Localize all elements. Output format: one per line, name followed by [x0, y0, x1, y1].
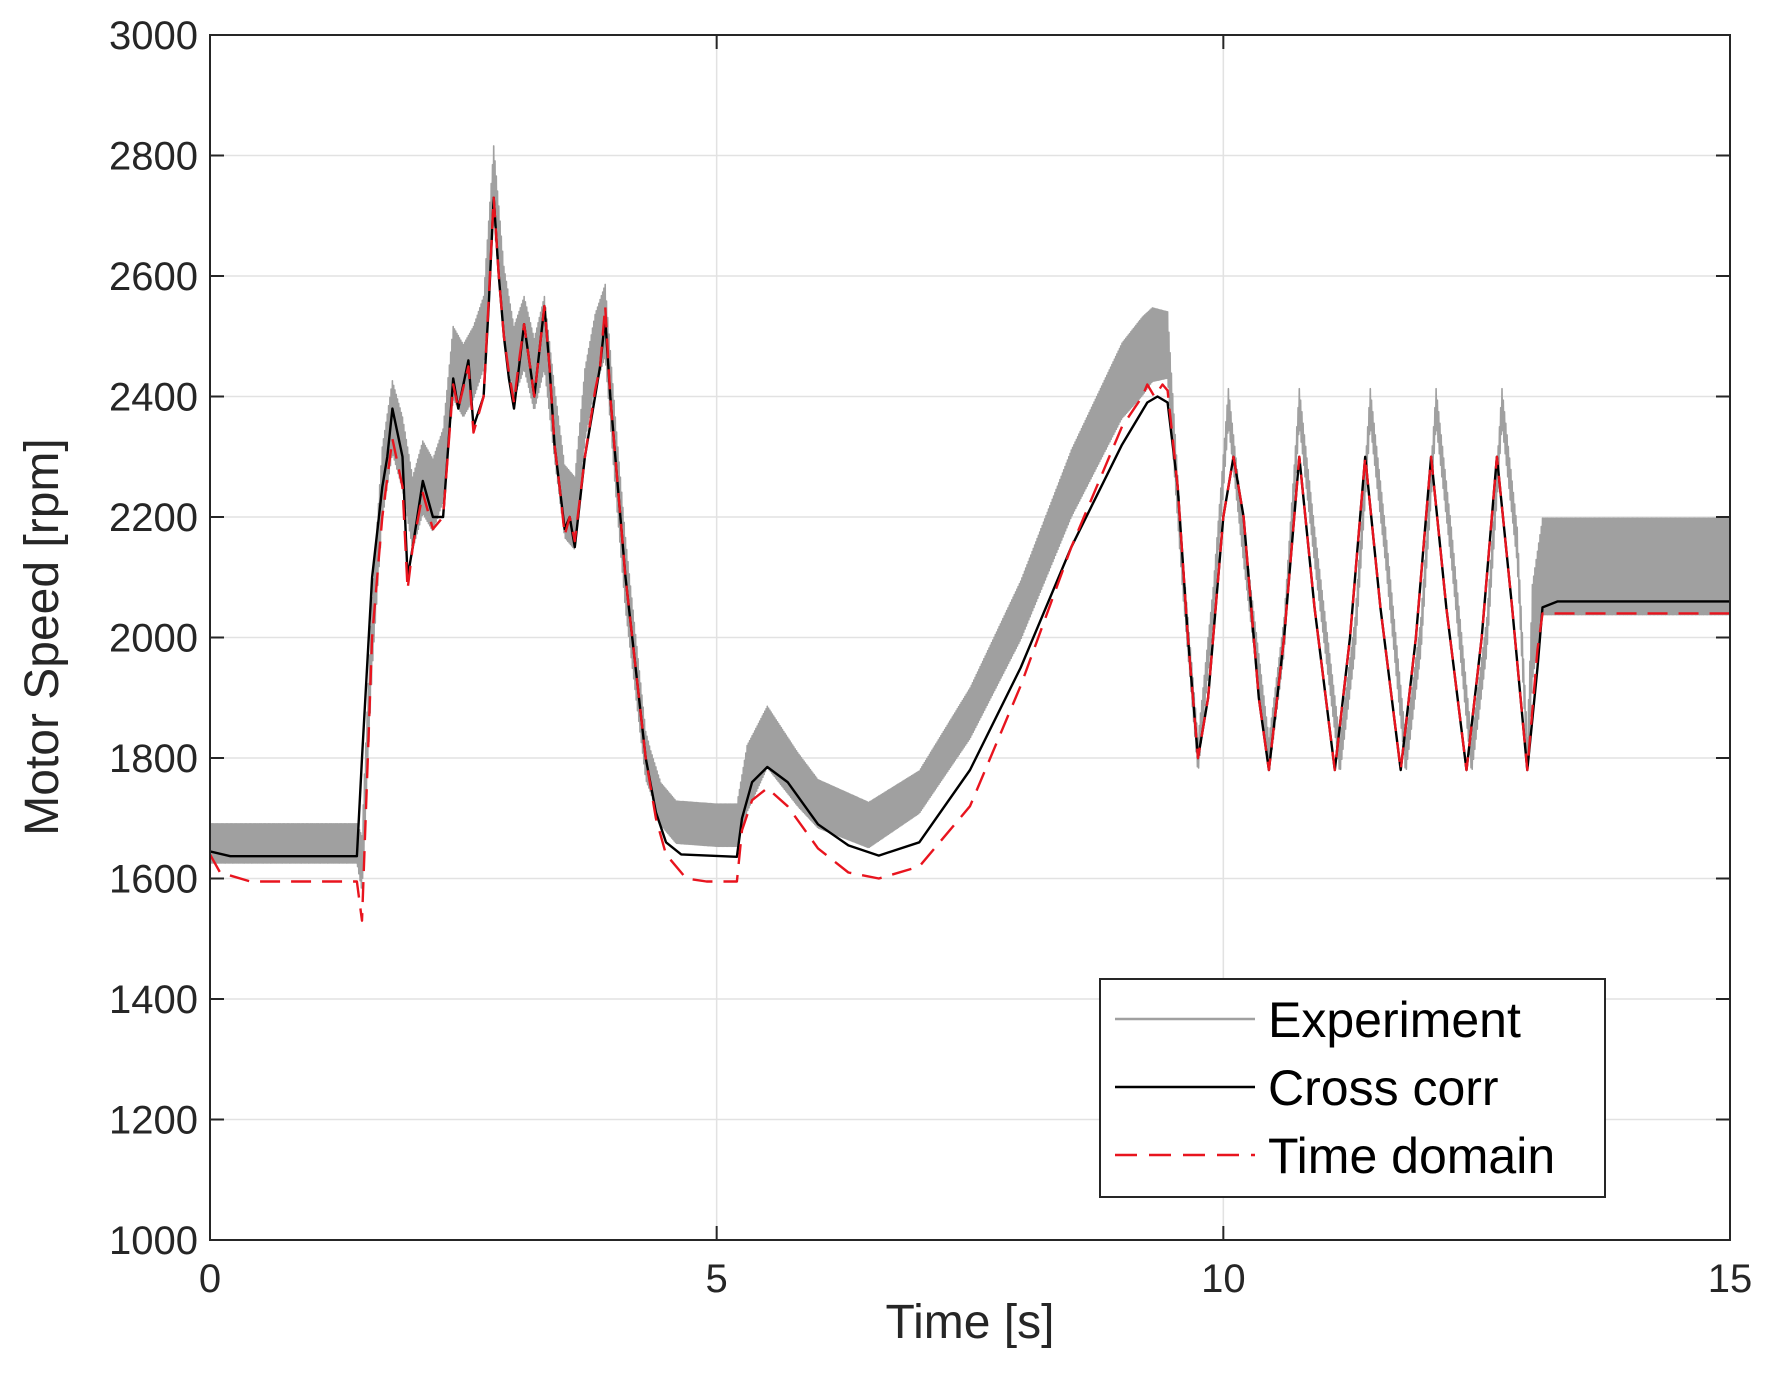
y-tick-label: 2600	[109, 255, 198, 299]
y-tick-label: 1200	[109, 1099, 198, 1143]
legend: Experiment Cross corr Time domain	[1099, 978, 1606, 1198]
legend-label-time-domain: Time domain	[1268, 1128, 1555, 1184]
x-tick-label: 15	[1708, 1257, 1753, 1301]
y-tick-label: 2400	[109, 376, 198, 420]
y-axis-label: Motor Speed [rpm]	[16, 438, 69, 836]
legend-label-experiment: Experiment	[1268, 992, 1521, 1048]
y-tick-label: 2200	[109, 496, 198, 540]
x-tick-label: 5	[706, 1257, 728, 1301]
series-group	[210, 145, 1730, 922]
y-tick-label: 1800	[109, 737, 198, 781]
x-tick-label: 10	[1201, 1257, 1246, 1301]
legend-label-cross-corr: Cross corr	[1268, 1060, 1499, 1116]
y-tick-label: 1600	[109, 858, 198, 902]
axes: 0 5 10 15 1000 1200 1400 1600 1800 2000 2200 2400 26…	[109, 14, 1752, 1301]
series-line-experiment	[210, 145, 1730, 889]
series-line-time-domain	[210, 196, 1730, 922]
y-tick-label: 1400	[109, 978, 198, 1022]
y-tick-label: 2800	[109, 135, 198, 179]
x-tick-label: 0	[199, 1257, 221, 1301]
y-tick-label: 1000	[109, 1219, 198, 1263]
y-tick-label: 3000	[109, 14, 198, 58]
x-axis-label: Time [s]	[886, 1296, 1055, 1349]
y-tick-label: 2000	[109, 617, 198, 661]
